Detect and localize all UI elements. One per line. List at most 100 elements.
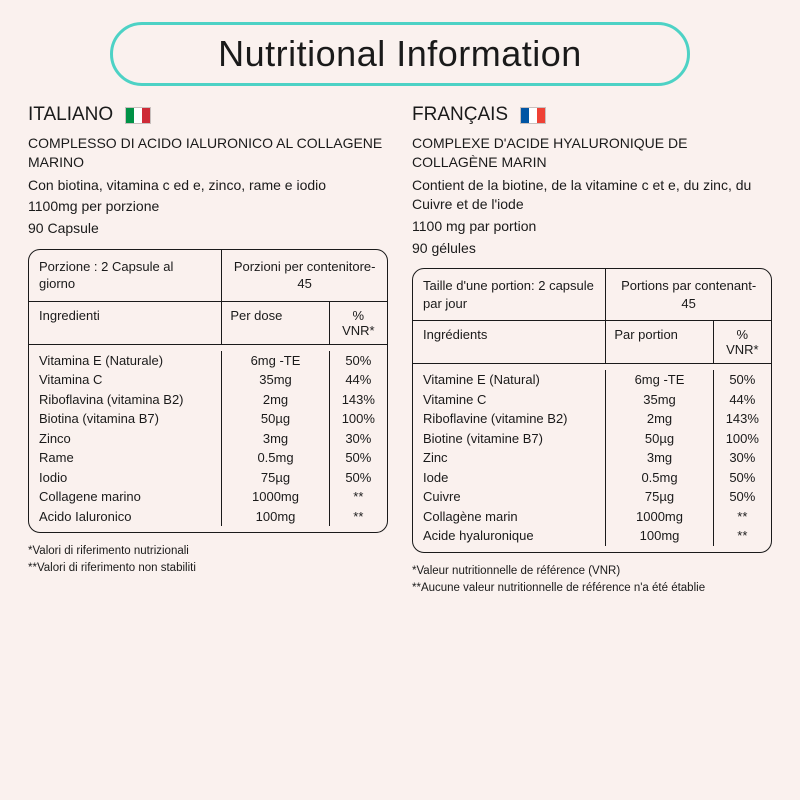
ingredient-dose: 0.5mg: [606, 468, 713, 488]
ingredient-vnr: 50%: [714, 468, 771, 488]
ingredient-vnr: **: [714, 507, 771, 527]
column-french: FRANÇAIS COMPLEXE D'ACIDE HYALURONIQUE D…: [412, 104, 772, 597]
ingredient-name: Vitamine C: [413, 390, 606, 410]
ingredient-dose: 2mg: [222, 390, 329, 410]
nutrition-table: Porzione : 2 Capsule al giorno Porzioni …: [28, 249, 388, 534]
serving-mg: 1100mg per porzione: [28, 197, 388, 217]
ingredient-name: Collagène marin: [413, 507, 606, 527]
ingredient-vnr: 143%: [714, 409, 771, 429]
ingredient-dose: 6mg -TE: [222, 351, 329, 371]
lang-header: FRANÇAIS: [412, 104, 772, 126]
serving-row: Taille d'une portion: 2 capsule par jour…: [413, 269, 771, 320]
flag-italy-icon: [125, 107, 151, 124]
ingredient-vnr: 44%: [330, 370, 387, 390]
serving-mg: 1100 mg par portion: [412, 217, 772, 237]
flag-stripe: [529, 108, 537, 123]
col-dose: Per dose: [222, 302, 329, 344]
ingredient-list: Vitamine E (Natural)6mg -TE 50% Vitamine C…: [413, 363, 771, 552]
ingredient-vnr: 50%: [330, 351, 387, 371]
table-row: Iodio75µg50%: [29, 468, 387, 488]
ingredient-name: Vitamina C: [29, 370, 222, 390]
table-row: Iode0.5mg50%: [413, 468, 771, 488]
ingredient-dose: 100mg: [222, 507, 329, 527]
ingredient-dose: 2mg: [606, 409, 713, 429]
table-header: Ingrédients Par portion % VNR*: [413, 320, 771, 363]
ingredient-name: Riboflavine (vitamine B2): [413, 409, 606, 429]
col-ingredient: Ingrédients: [413, 321, 606, 363]
servings-per-container: Porzioni per contenitore-45: [222, 250, 387, 301]
product-subtitle: Contient de la biotine, de la vitamine c…: [412, 176, 772, 215]
ingredient-name: Vitamine E (Natural): [413, 370, 606, 390]
ingredient-vnr: 100%: [330, 409, 387, 429]
column-italian: ITALIANO COMPLESSO DI ACIDO IALURONICO A…: [28, 104, 388, 597]
ingredient-list: Vitamina E (Naturale)6mg -TE50%Vitamina …: [29, 344, 387, 533]
table-header: Ingredienti Per dose % VNR*: [29, 301, 387, 344]
ingredient-vnr: **: [330, 487, 387, 507]
footnote-2: **Aucune valeur nutritionnelle de référe…: [412, 580, 772, 597]
ingredient-dose: 50µg: [222, 409, 329, 429]
ingredient-name: Cuivre: [413, 487, 606, 507]
ingredient-vnr: 30%: [330, 429, 387, 449]
ingredient-vnr: 44%: [714, 390, 771, 410]
lang-label: ITALIANO: [28, 104, 113, 126]
flag-france-icon: [520, 107, 546, 124]
table-row: Riboflavina (vitamina B2)2mg143%: [29, 390, 387, 410]
footnotes: *Valeur nutritionnelle de référence (VNR…: [412, 563, 772, 598]
product-title: COMPLESSO DI ACIDO IALURONICO AL COLLAGE…: [28, 134, 388, 172]
product-title: COMPLEXE D'ACIDE HYALURONIQUE DE COLLAGÈ…: [412, 134, 772, 172]
ingredient-name: Iodio: [29, 468, 222, 488]
page-title: Nutritional Information: [110, 22, 690, 86]
table-row: Biotina (vitamina B7)50µg100%: [29, 409, 387, 429]
ingredient-dose: 35mg: [222, 370, 329, 390]
flag-stripe: [142, 108, 150, 123]
ingredient-name: Biotine (vitamine B7): [413, 429, 606, 449]
flag-stripe: [134, 108, 142, 123]
ingredient-vnr: 143%: [330, 390, 387, 410]
ingredient-vnr: 30%: [714, 448, 771, 468]
ingredient-dose: 1000mg: [606, 507, 713, 527]
table-row: Cuivre75µg50%: [413, 487, 771, 507]
ingredient-name: Riboflavina (vitamina B2): [29, 390, 222, 410]
ingredient-dose: 35mg: [606, 390, 713, 410]
ingredient-name: Acide hyaluronique: [413, 526, 606, 546]
table-row: Vitamine C35mg44%: [413, 390, 771, 410]
ingredient-vnr: **: [330, 507, 387, 527]
ingredient-dose: 3mg: [606, 448, 713, 468]
footnote-2: **Valori di riferimento non stabiliti: [28, 560, 388, 577]
ingredient-name: Rame: [29, 448, 222, 468]
flag-stripe: [521, 108, 529, 123]
serving-size: Porzione : 2 Capsule al giorno: [29, 250, 222, 301]
ingredient-dose: 50µg: [606, 429, 713, 449]
ingredient-name: Iode: [413, 468, 606, 488]
ingredient-name: Collagene marino: [29, 487, 222, 507]
ingredient-vnr: **: [714, 526, 771, 546]
ingredient-name: Zinco: [29, 429, 222, 449]
ingredient-name: Biotina (vitamina B7): [29, 409, 222, 429]
language-columns: ITALIANO COMPLESSO DI ACIDO IALURONICO A…: [28, 104, 772, 597]
table-row: Riboflavine (vitamine B2)2mg143%: [413, 409, 771, 429]
table-row: Collagène marin1000mg**: [413, 507, 771, 527]
table-row: Vitamina C35mg44%: [29, 370, 387, 390]
footnote-1: *Valori di riferimento nutrizionali: [28, 543, 388, 560]
table-row: Rame0.5mg50%: [29, 448, 387, 468]
table-row: Acide hyaluronique100mg**: [413, 526, 771, 546]
ingredient-name: Acido Ialuronico: [29, 507, 222, 527]
ingredient-dose: 0.5mg: [222, 448, 329, 468]
col-dose: Par portion: [606, 321, 713, 363]
ingredient-vnr: 50%: [330, 468, 387, 488]
ingredient-dose: 75µg: [606, 487, 713, 507]
ingredient-dose: 75µg: [222, 468, 329, 488]
table-row: Biotine (vitamine B7)50µg100%: [413, 429, 771, 449]
ingredient-name: Zinc: [413, 448, 606, 468]
table-row: Acido Ialuronico100mg**: [29, 507, 387, 527]
ingredient-dose: 6mg -TE: [606, 370, 713, 390]
ingredient-dose: 1000mg: [222, 487, 329, 507]
capsule-count: 90 Capsule: [28, 219, 388, 239]
ingredient-vnr: 50%: [714, 487, 771, 507]
lang-label: FRANÇAIS: [412, 104, 508, 126]
ingredient-dose: 100mg: [606, 526, 713, 546]
nutrition-table: Taille d'une portion: 2 capsule par jour…: [412, 268, 772, 553]
serving-size: Taille d'une portion: 2 capsule par jour: [413, 269, 606, 320]
flag-stripe: [126, 108, 134, 123]
table-row: Vitamina E (Naturale)6mg -TE50%: [29, 351, 387, 371]
